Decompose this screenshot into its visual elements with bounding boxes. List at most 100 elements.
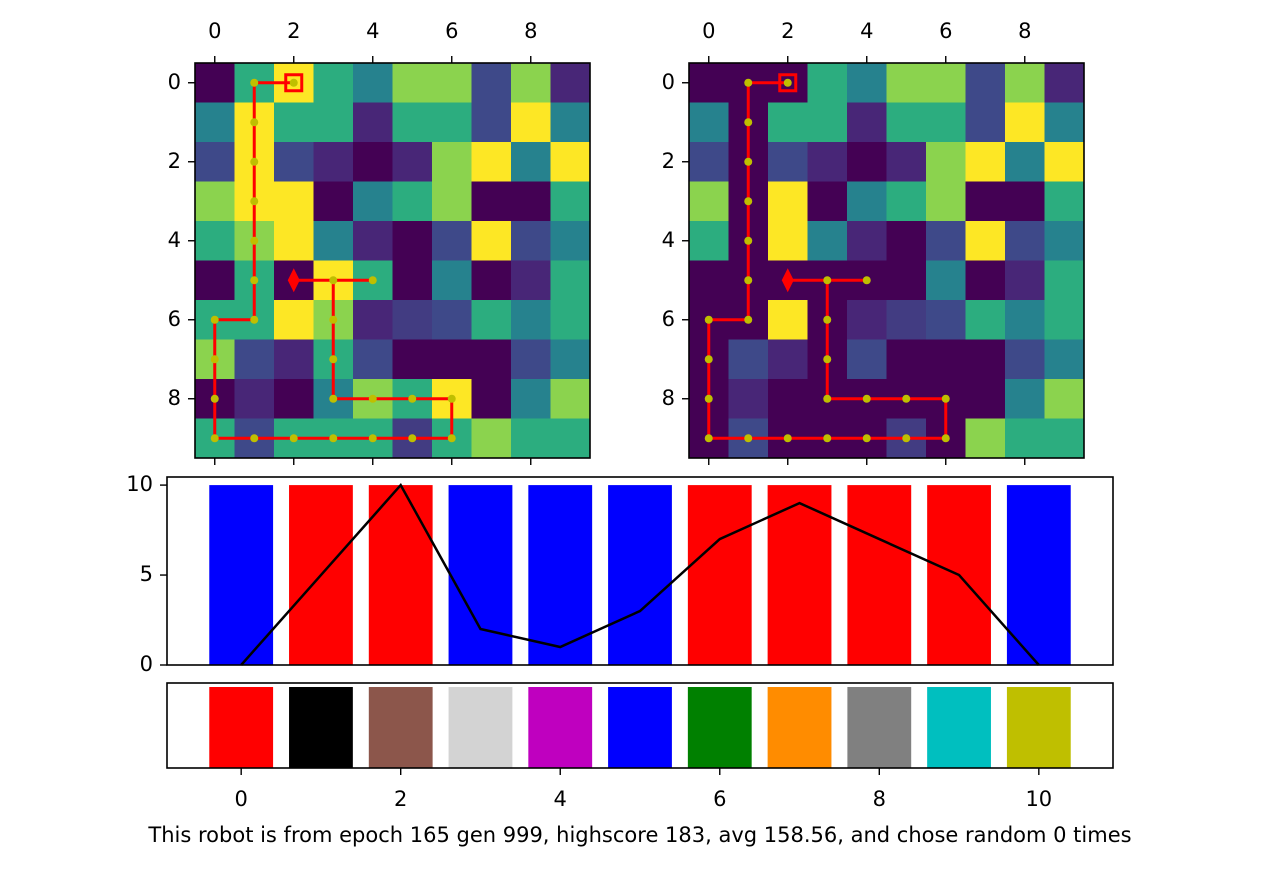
x-tick-label: 0 [234, 787, 247, 811]
x-tick-label: 6 [445, 19, 458, 43]
heatmap-cell [274, 142, 314, 182]
heatmap-cell [471, 260, 512, 301]
heatmap-cell [511, 181, 551, 222]
heatmap-cell [550, 379, 591, 419]
heatmap-cell [886, 142, 927, 182]
heatmap-cell [689, 63, 729, 103]
heatmap-cell [195, 181, 235, 222]
heatmap-cell [1044, 260, 1085, 301]
heatmap-cell [847, 142, 887, 182]
heatmap-cell [807, 181, 848, 222]
color-swatch [448, 687, 513, 768]
heatmap-cell [353, 102, 393, 143]
heatmap-cell [392, 221, 433, 261]
heatmap-cell [1005, 300, 1045, 340]
path-dot [823, 276, 832, 285]
path-dot [250, 197, 259, 206]
heatmap-cell [471, 379, 512, 419]
y-tick-label: 6 [662, 307, 675, 331]
heatmap-cell [274, 300, 314, 340]
path-dot [744, 197, 753, 206]
y-tick-label: 4 [168, 228, 181, 252]
heatmap-cell [511, 221, 551, 261]
path-dot [368, 434, 377, 443]
path-dot [329, 355, 338, 364]
heatmap-cell [965, 221, 1006, 261]
heatmap-cell [511, 379, 551, 419]
heatmap-cell [471, 181, 512, 222]
path-dot [704, 315, 713, 324]
path-dot [823, 355, 832, 364]
heatmap-cell [353, 221, 393, 261]
color-swatch [847, 687, 912, 768]
heatmap-cell [274, 379, 314, 419]
path-dot [744, 157, 753, 166]
heatmap-cell [392, 339, 433, 380]
y-tick-label: 0 [662, 70, 675, 94]
heatmap-cell [353, 181, 393, 222]
heatmap-cell [195, 221, 235, 261]
bar [608, 485, 672, 665]
heatmap-cell [689, 260, 729, 301]
path-dot [329, 315, 338, 324]
path-dot [250, 276, 259, 285]
y-tick-label: 0 [140, 652, 153, 676]
path-dot [210, 394, 219, 403]
heatmap-cell [847, 181, 887, 222]
heatmap-cell [965, 260, 1006, 301]
axes-frame [688, 62, 1085, 459]
path-dot [862, 434, 871, 443]
heatmap-cell [728, 339, 769, 380]
path-dot [744, 276, 753, 285]
path-dot [250, 157, 259, 166]
path-dot [783, 78, 792, 87]
path-dot [941, 434, 950, 443]
heatmap-cell [432, 339, 472, 380]
heatmap-cell [195, 63, 235, 103]
heatmap-cell [768, 142, 808, 182]
bar [767, 485, 832, 665]
heatmap-cell [965, 418, 1006, 459]
heatmap-cell [1044, 142, 1085, 182]
heatmap-cell [965, 379, 1006, 419]
heatmap-cell [432, 260, 472, 301]
path-dot [744, 236, 753, 245]
heatmap-cell [392, 63, 433, 103]
heatmap-cell [313, 102, 354, 143]
path-dot [250, 315, 259, 324]
heatmap-cell [471, 63, 512, 103]
heatmap-cell [511, 142, 551, 182]
path-dot [447, 394, 456, 403]
heatmap-cell [1044, 339, 1085, 380]
color-swatch [368, 687, 433, 768]
color-swatch [528, 687, 593, 768]
heatmap-cell [1044, 300, 1085, 340]
heatmap-cell [926, 181, 966, 222]
heatmap-cell [471, 339, 512, 380]
bar [209, 485, 274, 665]
path-dot [744, 315, 753, 324]
bar [528, 485, 593, 665]
y-tick-label: 8 [168, 386, 181, 410]
heatmap-cell [432, 63, 472, 103]
heatmap-cell [847, 339, 887, 380]
heatmap-cell [965, 181, 1006, 222]
x-tick-label: 8 [873, 787, 886, 811]
path-dot [823, 394, 832, 403]
x-tick-label: 6 [939, 19, 952, 43]
heatmap-cell [392, 181, 433, 222]
bar [687, 485, 752, 665]
heatmap-cell [807, 221, 848, 261]
heatmap-cell [392, 300, 433, 340]
heatmap-cell [768, 339, 808, 380]
heatmap-cell [1005, 102, 1045, 143]
path-dot [408, 394, 417, 403]
path-dot [704, 434, 713, 443]
path-dot [368, 394, 377, 403]
end-marker [781, 268, 794, 293]
x-tick-label: 2 [287, 19, 300, 43]
y-tick-label: 0 [168, 70, 181, 94]
heatmap-cell [926, 142, 966, 182]
heatmap-cell [353, 142, 393, 182]
